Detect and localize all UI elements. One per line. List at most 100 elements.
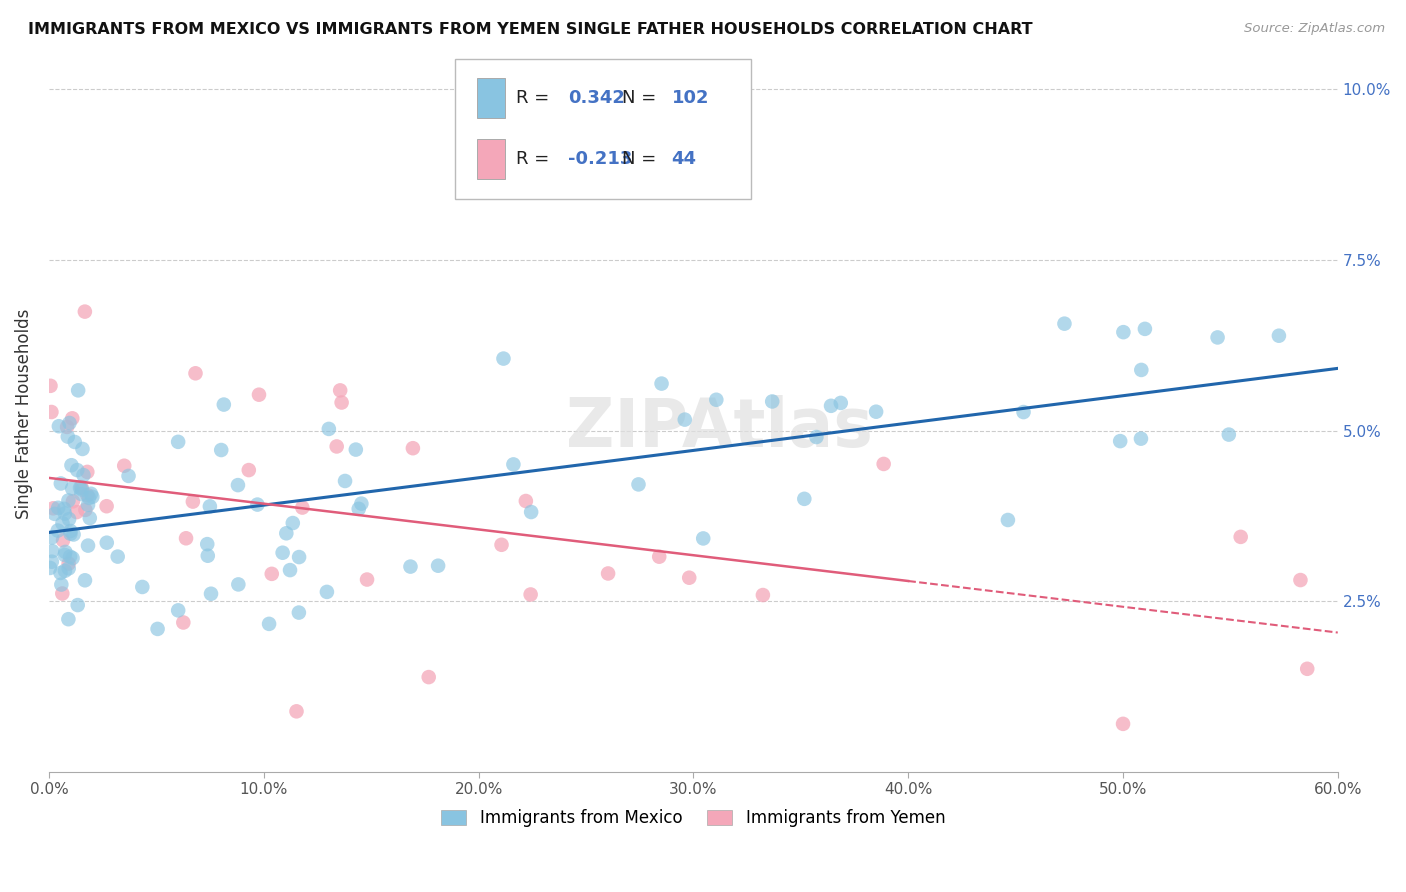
Point bbox=[63, 435, 86, 450]
Point bbox=[56, 420, 79, 434]
Point bbox=[69, 481, 91, 495]
Point bbox=[41, 530, 63, 544]
Y-axis label: Single Father Households: Single Father Households bbox=[15, 309, 32, 519]
Point bbox=[515, 494, 537, 508]
Point bbox=[53, 507, 76, 521]
Point bbox=[53, 548, 76, 562]
Point bbox=[48, 419, 70, 434]
Point bbox=[51, 516, 73, 531]
Point bbox=[1129, 432, 1152, 446]
Point bbox=[1133, 322, 1156, 336]
Point bbox=[41, 544, 63, 558]
Point bbox=[651, 376, 673, 391]
Point bbox=[692, 532, 714, 546]
FancyBboxPatch shape bbox=[477, 78, 505, 118]
Point bbox=[62, 494, 84, 508]
Point bbox=[793, 491, 815, 506]
Point bbox=[820, 399, 842, 413]
Point bbox=[59, 549, 82, 564]
Point bbox=[627, 477, 650, 491]
Point bbox=[678, 571, 700, 585]
Text: R =: R = bbox=[516, 150, 554, 168]
Point bbox=[60, 458, 83, 473]
Point bbox=[356, 573, 378, 587]
Point bbox=[49, 476, 72, 491]
Point bbox=[281, 516, 304, 530]
Point bbox=[73, 574, 96, 588]
Text: 102: 102 bbox=[672, 89, 709, 107]
Point bbox=[276, 526, 298, 541]
Text: IMMIGRANTS FROM MEXICO VS IMMIGRANTS FROM YEMEN SINGLE FATHER HOUSEHOLDS CORRELA: IMMIGRANTS FROM MEXICO VS IMMIGRANTS FRO… bbox=[28, 22, 1033, 37]
Point bbox=[117, 469, 139, 483]
Point bbox=[75, 503, 97, 517]
Point bbox=[60, 482, 83, 496]
Point bbox=[56, 429, 79, 443]
Point bbox=[226, 478, 249, 492]
Point bbox=[76, 488, 98, 502]
Point bbox=[228, 577, 250, 591]
Point bbox=[53, 564, 76, 578]
Point bbox=[167, 603, 190, 617]
Point bbox=[167, 434, 190, 449]
Point bbox=[1109, 434, 1132, 449]
Point bbox=[246, 498, 269, 512]
Point bbox=[492, 351, 515, 366]
Point bbox=[318, 422, 340, 436]
Point bbox=[73, 304, 96, 318]
Text: Source: ZipAtlas.com: Source: ZipAtlas.com bbox=[1244, 22, 1385, 36]
Point bbox=[806, 430, 828, 444]
Point bbox=[278, 563, 301, 577]
Point bbox=[704, 392, 727, 407]
Point bbox=[77, 539, 100, 553]
Point bbox=[1112, 716, 1135, 731]
Point bbox=[195, 537, 218, 551]
Point bbox=[52, 533, 75, 548]
Point bbox=[46, 500, 69, 515]
Point bbox=[79, 511, 101, 525]
Point bbox=[46, 524, 69, 538]
Point bbox=[53, 501, 76, 516]
Point bbox=[39, 379, 62, 393]
Point bbox=[997, 513, 1019, 527]
Point bbox=[53, 545, 76, 559]
FancyBboxPatch shape bbox=[456, 59, 751, 199]
Point bbox=[49, 566, 72, 580]
Point bbox=[70, 487, 93, 501]
Point bbox=[58, 612, 80, 626]
Point bbox=[1112, 325, 1135, 339]
Point bbox=[146, 622, 169, 636]
Point bbox=[51, 577, 73, 591]
Point bbox=[59, 526, 82, 541]
Text: N =: N = bbox=[623, 150, 662, 168]
Point bbox=[82, 490, 104, 504]
Point bbox=[257, 616, 280, 631]
Point bbox=[70, 480, 93, 494]
Point bbox=[330, 395, 353, 409]
Point bbox=[502, 458, 524, 472]
Point bbox=[520, 505, 543, 519]
Text: 44: 44 bbox=[672, 150, 696, 168]
Point bbox=[66, 505, 89, 519]
Point bbox=[648, 549, 671, 564]
Point bbox=[325, 440, 347, 454]
Point bbox=[67, 384, 90, 398]
Point bbox=[72, 442, 94, 456]
Point bbox=[41, 405, 63, 419]
Point bbox=[399, 559, 422, 574]
Point bbox=[1130, 363, 1153, 377]
Point bbox=[1296, 662, 1319, 676]
Legend: Immigrants from Mexico, Immigrants from Yemen: Immigrants from Mexico, Immigrants from … bbox=[433, 801, 953, 836]
Point bbox=[44, 507, 66, 521]
Point bbox=[752, 588, 775, 602]
FancyBboxPatch shape bbox=[477, 139, 505, 178]
Point bbox=[1268, 328, 1291, 343]
Point bbox=[673, 412, 696, 426]
Point bbox=[418, 670, 440, 684]
Point bbox=[316, 585, 339, 599]
Point bbox=[112, 458, 135, 473]
Point bbox=[288, 550, 311, 565]
Point bbox=[42, 501, 65, 516]
Point bbox=[1289, 573, 1312, 587]
Point bbox=[58, 512, 80, 526]
Text: N =: N = bbox=[623, 89, 662, 107]
